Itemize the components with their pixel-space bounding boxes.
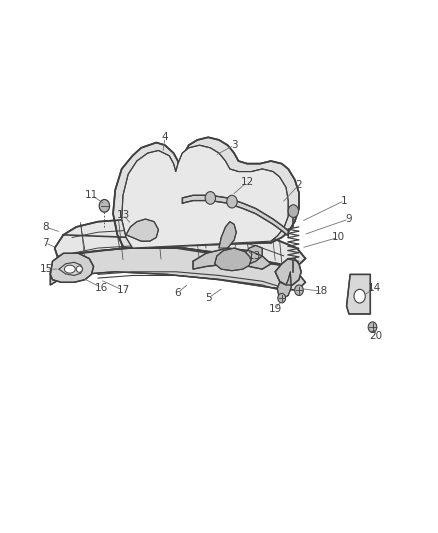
Text: 18: 18 <box>315 286 328 296</box>
Text: 16: 16 <box>95 282 108 293</box>
Text: 17: 17 <box>117 285 130 295</box>
Text: 7: 7 <box>42 238 49 248</box>
Text: 5: 5 <box>205 293 212 303</box>
Polygon shape <box>50 248 305 290</box>
Text: 4: 4 <box>162 132 168 142</box>
Circle shape <box>278 293 286 303</box>
Circle shape <box>205 191 215 204</box>
Polygon shape <box>219 222 236 248</box>
Text: 19: 19 <box>268 304 282 314</box>
Text: 2: 2 <box>296 180 302 190</box>
Circle shape <box>295 285 304 295</box>
Text: 12: 12 <box>240 177 254 187</box>
Ellipse shape <box>64 265 75 273</box>
Polygon shape <box>193 248 271 269</box>
Polygon shape <box>113 138 299 248</box>
Text: 3: 3 <box>231 140 237 150</box>
Text: 20: 20 <box>369 331 382 341</box>
Circle shape <box>354 289 365 303</box>
Polygon shape <box>346 274 371 314</box>
Polygon shape <box>275 259 301 285</box>
Circle shape <box>227 195 237 208</box>
Ellipse shape <box>76 266 82 272</box>
Polygon shape <box>215 248 251 271</box>
Text: 15: 15 <box>39 264 53 274</box>
Polygon shape <box>182 195 288 236</box>
Text: 1: 1 <box>341 196 348 206</box>
Text: 13: 13 <box>248 251 261 261</box>
Circle shape <box>99 199 110 212</box>
Polygon shape <box>50 253 94 282</box>
Text: 13: 13 <box>117 210 130 220</box>
Polygon shape <box>236 245 262 269</box>
Polygon shape <box>277 272 291 298</box>
Text: 6: 6 <box>175 288 181 298</box>
Circle shape <box>288 205 299 217</box>
Text: 9: 9 <box>346 214 352 224</box>
Text: 8: 8 <box>42 222 49 232</box>
Text: 11: 11 <box>85 190 98 200</box>
Polygon shape <box>126 219 159 241</box>
Text: 14: 14 <box>368 282 381 293</box>
Text: 10: 10 <box>332 232 344 243</box>
Polygon shape <box>55 219 305 266</box>
Polygon shape <box>122 145 288 248</box>
Circle shape <box>368 322 377 333</box>
